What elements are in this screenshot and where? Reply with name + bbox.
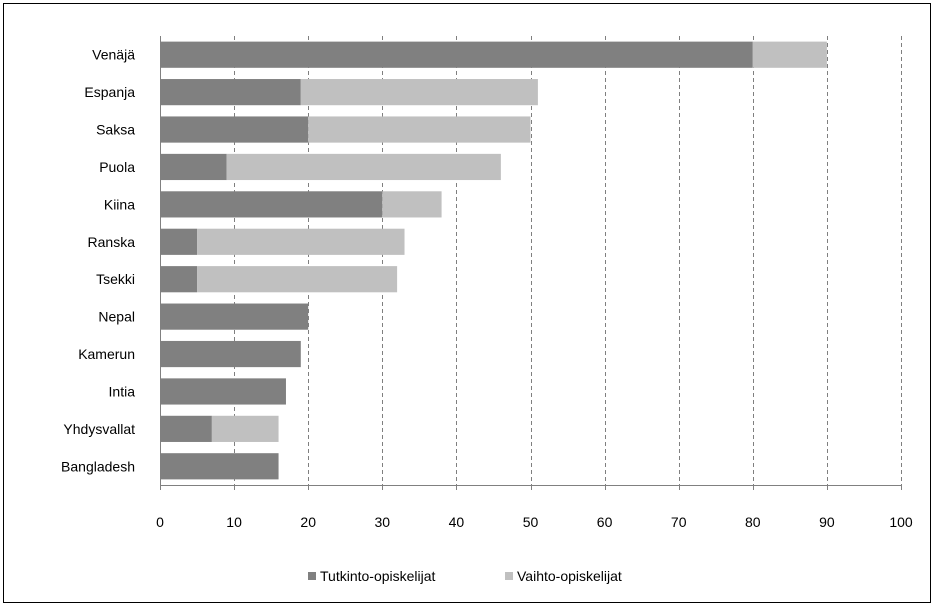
x-tick-label: 30 [375, 514, 391, 530]
category-label: Puola [99, 159, 135, 175]
x-tick-labels: 0 10 20 30 40 50 60 70 80 90 100 [156, 514, 913, 530]
bar-tutkinto [160, 378, 286, 405]
axes [160, 36, 902, 490]
bar-tutkinto [160, 116, 309, 143]
legend-swatch-vaihto [505, 572, 513, 580]
x-tick-label: 100 [889, 514, 913, 530]
x-tick-label: 40 [449, 514, 465, 530]
bar-tutkinto [160, 303, 309, 330]
x-tick-label: 0 [156, 514, 164, 530]
category-label: Ranska [88, 234, 136, 250]
bar-tutkinto [160, 228, 198, 255]
category-label: Venäjä [92, 47, 135, 63]
bar-tutkinto [160, 415, 212, 442]
bar-vaihto [300, 79, 538, 106]
category-label: Espanja [84, 84, 135, 100]
bar-tutkinto [160, 453, 279, 480]
bar-tutkinto [160, 266, 198, 293]
category-labels: Venäjä Espanja Saksa Puola Kiina Ranska Tsekki… [61, 47, 135, 475]
category-label: Bangladesh [61, 458, 135, 474]
category-label: Nepal [98, 309, 135, 325]
bar-tutkinto [160, 79, 301, 106]
bar-vaihto [308, 116, 531, 143]
bar-vaihto [752, 41, 827, 68]
bar-vaihto [197, 266, 398, 293]
category-label: Tsekki [96, 271, 135, 287]
bar-vaihto [197, 228, 405, 255]
legend-label-tutkinto: Tutkinto-opiskelijat [320, 568, 436, 584]
bar-vaihto [382, 191, 442, 218]
x-tick-label: 90 [819, 514, 835, 530]
bars [160, 41, 827, 480]
legend: Tutkinto-opiskelijat Vaihto-opiskelijat [308, 568, 622, 584]
bar-tutkinto [160, 340, 301, 368]
x-tick-label: 10 [226, 514, 242, 530]
gridlines [234, 36, 902, 485]
category-label: Yhdysvallat [63, 421, 135, 437]
category-label: Kiina [104, 196, 135, 212]
category-label: Kamerun [78, 346, 135, 362]
x-tick-label: 60 [597, 514, 613, 530]
bar-vaihto [226, 153, 501, 181]
bar-tutkinto [160, 191, 383, 218]
legend-swatch-tutkinto [308, 572, 316, 580]
x-tick-label: 80 [745, 514, 761, 530]
x-tick-label: 70 [671, 514, 687, 530]
bar-tutkinto [160, 153, 227, 181]
category-label: Intia [109, 383, 136, 399]
x-tick-label: 20 [300, 514, 316, 530]
bar-tutkinto [160, 41, 753, 68]
bar-vaihto [211, 415, 279, 442]
category-label: Saksa [96, 122, 135, 138]
x-tick-label: 50 [523, 514, 539, 530]
legend-label-vaihto: Vaihto-opiskelijat [517, 568, 622, 584]
